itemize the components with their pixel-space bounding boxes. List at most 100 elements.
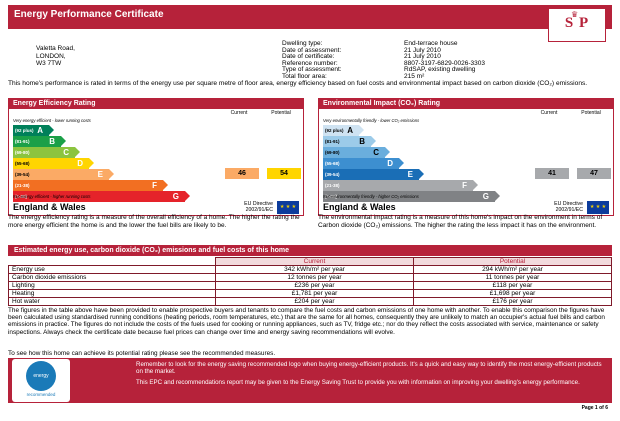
efficiency-panel: Energy Efficiency Rating Current Potenti… (8, 98, 304, 216)
detail-value: RdSAP, existing dwelling (404, 66, 476, 74)
band-letter: C (63, 148, 69, 157)
detail-label: Dwelling type: (282, 40, 323, 47)
band-bar: (55-68) D (13, 158, 94, 169)
eu-directive: EU Directive 2002/91/EC (554, 201, 583, 213)
band-range: (39-54) (325, 172, 340, 177)
band-letter: D (387, 159, 393, 168)
details-values: End-terrace house 21 July 2010 21 July 2… (404, 40, 485, 81)
table-row: Energy use 342 kWh/m² per year 294 kWh/m… (8, 265, 612, 274)
energy-saving-badge: energy saving (26, 361, 56, 409)
efficiency-description: The energy efficiency rating is a measur… (8, 214, 300, 229)
recommended-label: recommended (26, 392, 56, 397)
bottom-caption: Not energy efficient - higher running co… (13, 194, 91, 199)
region-label: England & Wales (13, 202, 86, 212)
detail-label: Reference number: (282, 59, 338, 67)
crown-icon: ♛ (571, 10, 579, 19)
potential-value: 294 kWh/m² per year (413, 265, 612, 274)
current-value: 12 tonnes per year (215, 273, 414, 282)
energy-saving-recommended-logo: energy saving recommended (12, 359, 70, 409)
current-value: £236 per year (215, 281, 414, 290)
band-bar: (69-80) C (323, 147, 390, 158)
table-header-row: Current Potential (8, 257, 612, 266)
efficiency-title: Energy Efficiency Rating (9, 99, 303, 109)
band-bar: (1-20) G (323, 191, 500, 202)
band-letter: C (373, 148, 379, 157)
detail-value: 215 m² (404, 72, 425, 80)
current-column-header: Current (215, 257, 414, 266)
band-range: (55-68) (325, 161, 340, 166)
current-value: £1,781 per year (215, 289, 414, 298)
environmental-title: Environmental Impact (CO₂) Rating (319, 99, 613, 109)
table-row: Heating £1,781 per year £1,698 per year (8, 289, 612, 298)
page-number: Page 1 of 6 (581, 405, 608, 411)
costs-title: Estimated energy use, carbon dioxide (CO… (8, 245, 612, 256)
eu-flag-icon: ★ ★ ★ (277, 201, 299, 214)
page-title: Energy Performance Certificate (14, 9, 164, 20)
address-line: W3 7TW (36, 60, 62, 67)
blank-header (8, 257, 216, 266)
band-bar: (39-54) E (13, 169, 114, 180)
current-rating-arrow: 46 (225, 168, 259, 179)
bottom-caption: Not environmentally friendly - higher CO… (323, 194, 419, 199)
band-range: (92 plus) (325, 128, 344, 133)
band-letter: B (359, 137, 365, 146)
band-tip (495, 191, 500, 201)
band-tip (109, 169, 114, 179)
band-range: (21-38) (325, 183, 340, 188)
current-column-header: Current (230, 110, 248, 116)
band-tip (385, 147, 390, 157)
band-range: (81-91) (325, 139, 340, 144)
environmental-description: The environmental impact rating is a mea… (318, 214, 603, 229)
potential-rating-arrow: 47 (577, 168, 611, 179)
row-label: Hot water (8, 297, 216, 306)
band-bar: (81-91) B (13, 136, 66, 147)
potential-value: £176 per year (413, 297, 612, 306)
band-letter: F (152, 181, 157, 190)
address-line: LONDON, (36, 52, 66, 60)
summary-text: This home's performance is rated in term… (8, 80, 588, 87)
top-caption: Very environmentally friendly - lower CO… (323, 118, 420, 123)
detail-value: End-terrace house (404, 40, 458, 47)
top-caption: Very energy efficient - lower running co… (13, 118, 91, 123)
band-bar: (92 plus) A (323, 125, 364, 136)
band-range: (81-91) (15, 139, 30, 144)
environmental-panel: Environmental Impact (CO₂) Rating Curren… (318, 98, 614, 216)
band-bar: (81-91) B (323, 136, 376, 147)
address-line: Valetta Road, (36, 45, 75, 52)
row-label: Energy use (8, 265, 216, 274)
potential-value: 11 tonnes per year (413, 273, 612, 282)
current-rating-arrow: 41 (535, 168, 569, 179)
band-range: (92 plus) (15, 128, 34, 133)
eu-directive: EU Directive 2002/91/EC (244, 201, 273, 213)
band-tip (371, 136, 376, 146)
potential-column-header: Potential (581, 110, 601, 116)
band-letter: G (172, 192, 179, 201)
band-tip (61, 136, 66, 146)
band-letter: G (482, 192, 489, 201)
detail-value: 8807-3197-6829-0026-3303 (404, 59, 485, 67)
band-letter: E (97, 170, 103, 179)
band-bar: (21-38) F (13, 180, 168, 191)
footer-bar (8, 358, 612, 403)
band-range: (1-20) (325, 194, 338, 199)
details-labels: Dwelling type: Date of assessment: Date … (282, 40, 342, 81)
band-tip (89, 158, 94, 168)
band-tip (473, 180, 478, 190)
band-letter: A (37, 126, 43, 135)
band-range: (39-54) (15, 172, 30, 177)
band-bar: (92 plus) A (13, 125, 54, 136)
detail-label: Type of assessment: (282, 66, 342, 74)
table-row: Carbon dioxide emissions 12 tonnes per y… (8, 273, 612, 282)
potential-value: £118 per year (413, 281, 612, 290)
detail-label: Total floor area: (282, 72, 327, 80)
band-bar: (39-54) E (323, 169, 424, 180)
current-column-header: Current (540, 110, 558, 116)
band-letter: D (77, 159, 83, 168)
eu-flag-icon: ★ ★ ★ (587, 201, 609, 214)
band-tip (75, 147, 80, 157)
band-tip (399, 158, 404, 168)
property-address: Valetta Road, LONDON, W3 7TW (36, 45, 75, 68)
potential-rating-arrow: 54 (267, 168, 301, 179)
row-label: Carbon dioxide emissions (8, 273, 216, 282)
band-letter: E (407, 170, 413, 179)
